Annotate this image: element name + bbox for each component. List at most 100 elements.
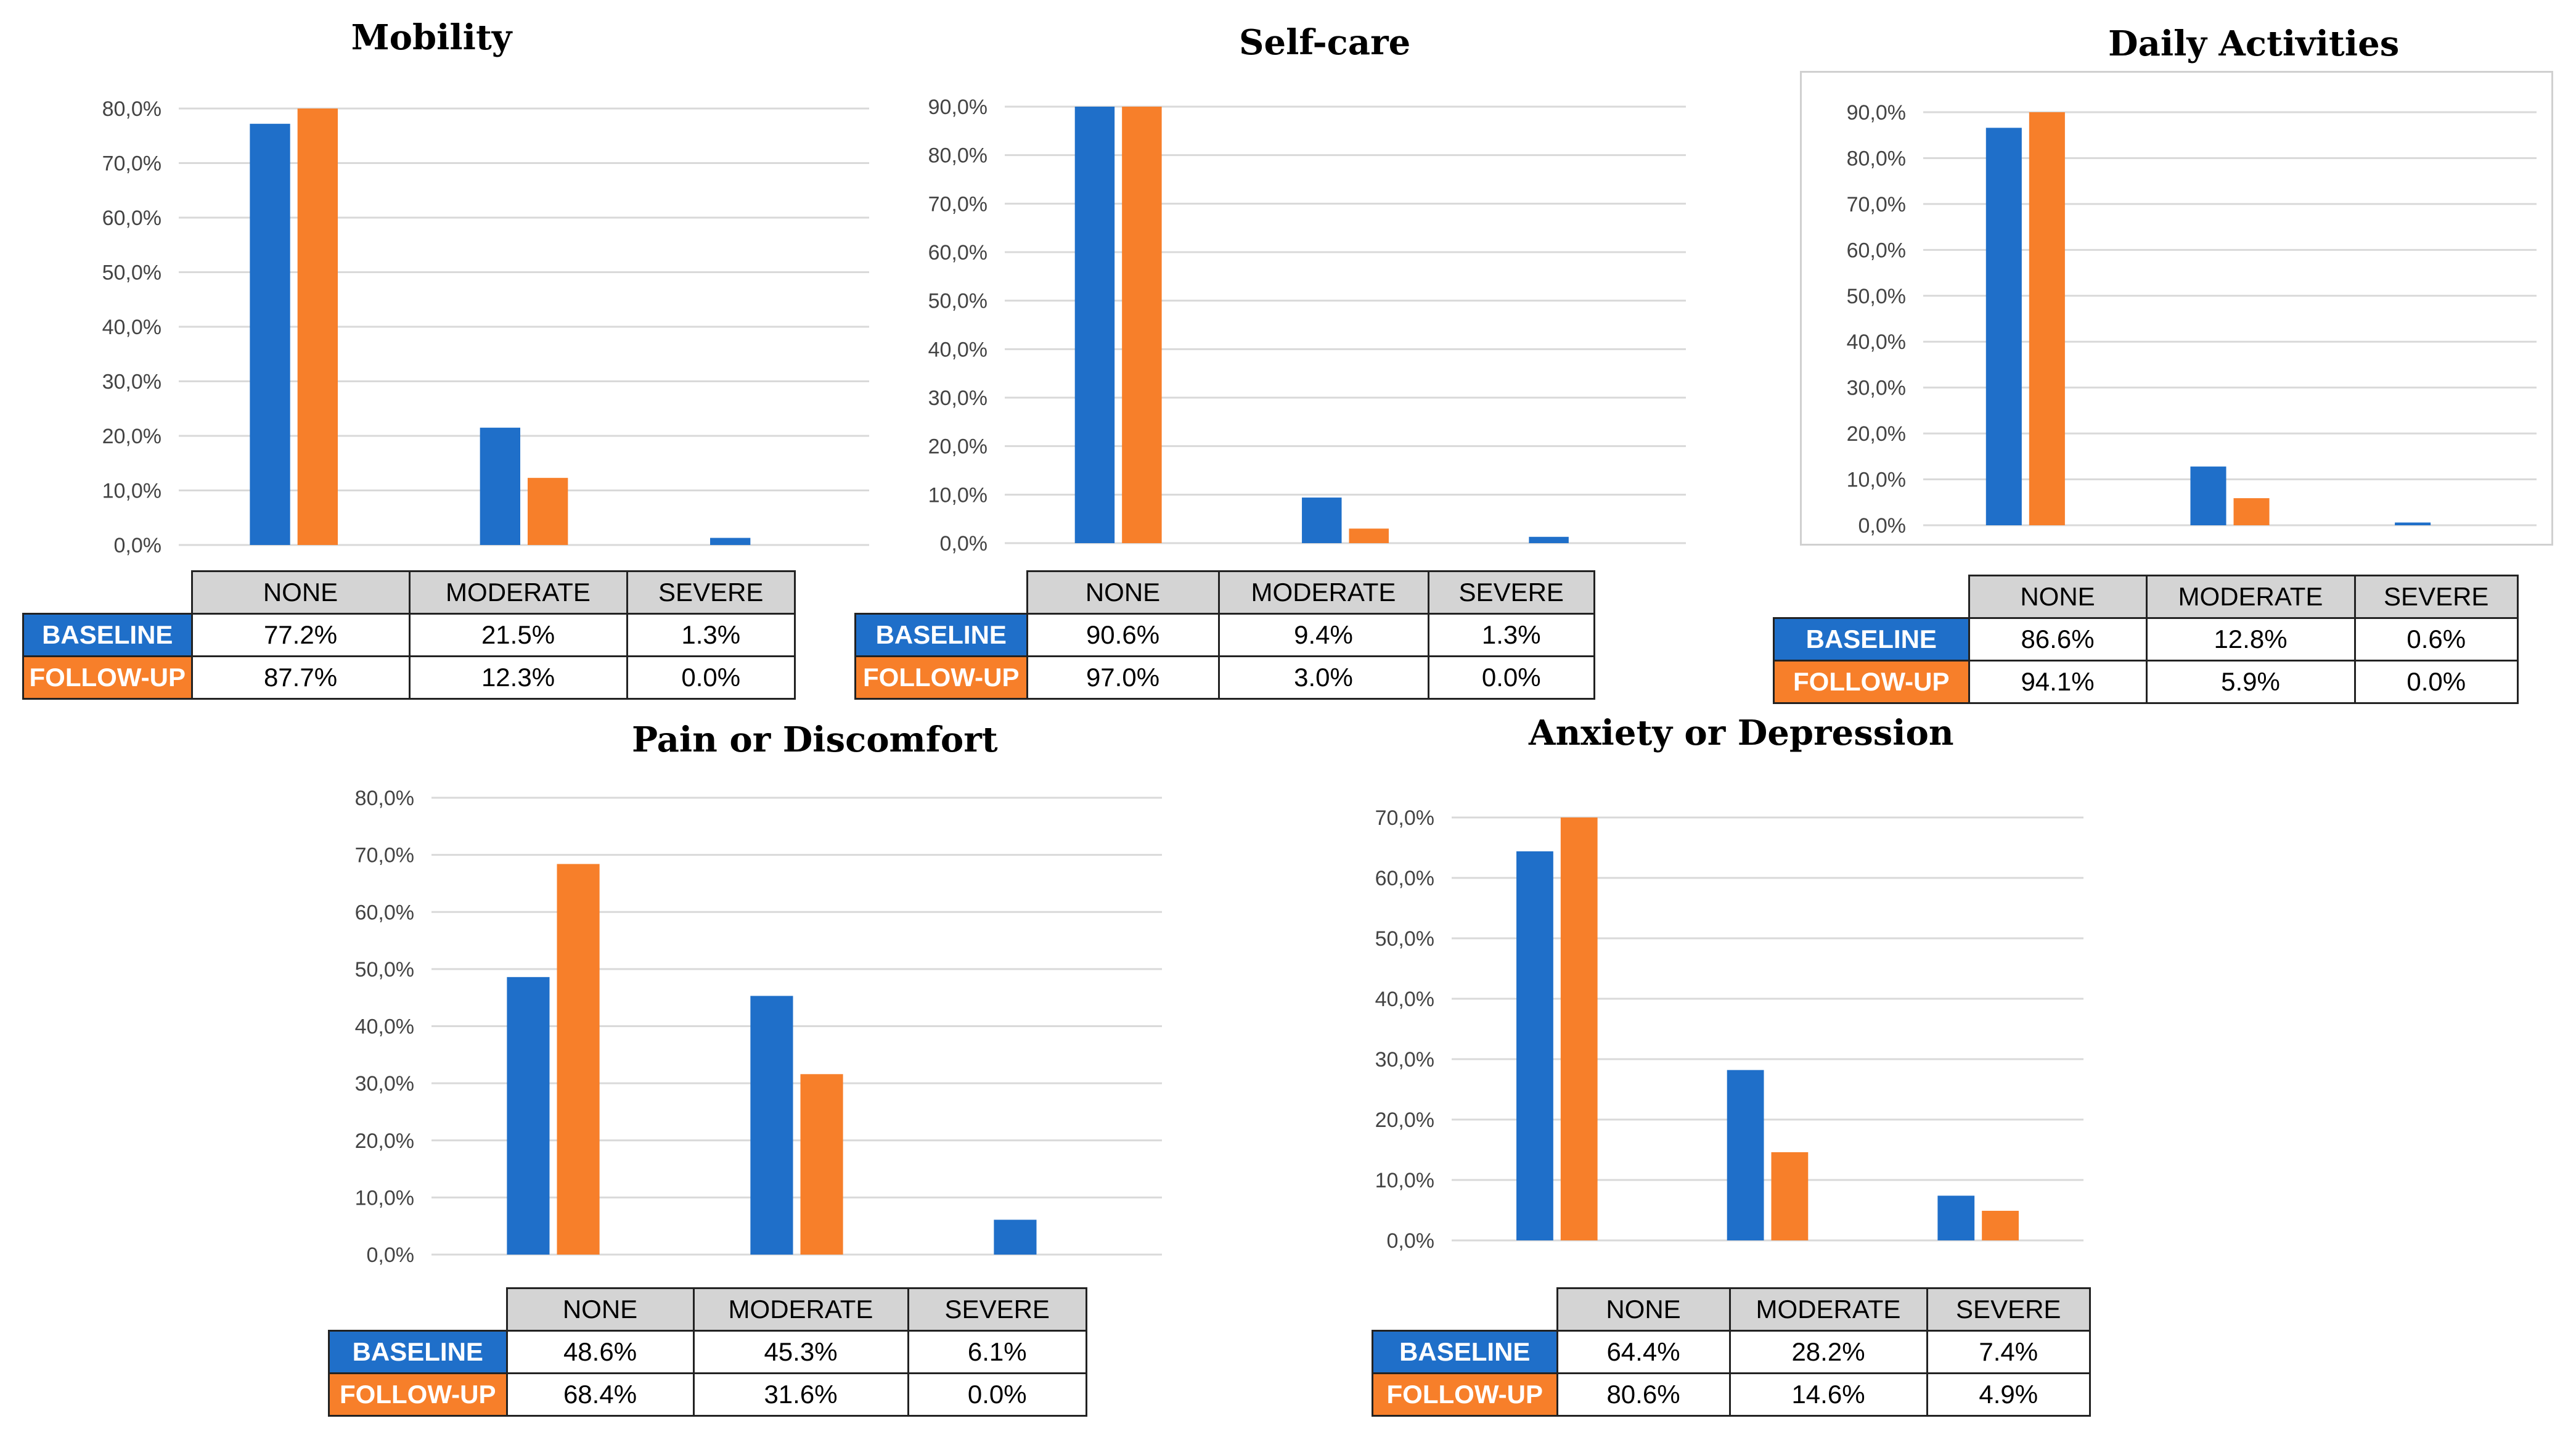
table-header-moderate: MODERATE [1217,570,1429,615]
table-cell: 68.4% [505,1372,695,1417]
bar-baseline [1074,107,1115,543]
table-row-followup: FOLLOW-UP 68.4% 31.6% 0.0% [328,1372,1087,1417]
table-row-followup: FOLLOW-UP 87.7% 12.3% 0.0% [22,655,796,700]
bar-baseline [480,427,520,545]
y-tick-label: 70,0% [928,192,987,216]
table-cell: 7.4% [1926,1330,2091,1374]
bar-followup [2233,498,2270,525]
y-tick-label: 10,0% [928,483,987,507]
table-header-none: NONE [190,570,411,615]
y-tick-label: 40,0% [355,1015,414,1039]
bar-baseline [2395,522,2431,525]
y-tick-label: 40,0% [928,338,987,361]
y-tick-label: 60,0% [1847,239,1906,262]
table-cell: 0.0% [907,1372,1087,1417]
table-cell: 14.6% [1728,1372,1928,1417]
y-tick-label: 30,0% [1375,1048,1434,1071]
y-tick-label: 0,0% [940,532,988,555]
table-cell: 90.6% [1026,613,1220,657]
chart-title: Mobility [351,17,512,58]
y-tick-label: 40,0% [1375,988,1434,1011]
table-header-none: NONE [1556,1287,1731,1332]
chart-title: Anxiety or Depression [1529,713,1954,753]
table-header-severe: SEVERE [1427,570,1595,615]
y-tick-label: 60,0% [355,901,414,924]
bar-followup [297,109,338,545]
chart-plot: 0,0% 10,0% 20,0% 30,0% 40,0% 50,0% 60,0% 70,0% [1375,806,2083,1253]
y-tick-label: 30,0% [102,371,162,394]
legend-baseline: BASELINE [854,613,1028,657]
legend-baseline: BASELINE [22,613,193,657]
bar-baseline [750,996,793,1255]
y-tick-label: 10,0% [1375,1169,1434,1192]
table-cell: 4.9% [1926,1372,2091,1417]
legend-followup: FOLLOW-UP [328,1372,508,1417]
chart-panel-pain-discomfort: Pain or Discomfort 0,0% 10,0% 20,0% 30,0% 40… [321,715,1184,1442]
chart-plot: 0,0% 10,0% 20,0% 30,0% 40,0% 50,0% 60,0% 70,0% 8… [928,96,1686,555]
bar-followup [528,478,568,545]
table-corner [329,1288,507,1331]
bar-baseline [250,123,290,545]
table-row-followup: FOLLOW-UP 80.6% 14.6% 4.9% [1372,1372,2091,1417]
table-cell: 1.3% [1427,613,1595,657]
table-header-none: NONE [505,1287,695,1332]
table-cell: 0.0% [1427,655,1595,700]
table-header-moderate: MODERATE [1728,1287,1928,1332]
bar-followup [800,1074,843,1255]
chart-plot: 0,0% 10,0% 20,0% 30,0% 40,0% 50,0% 60,0% 70,0% 8… [102,97,869,557]
legend-baseline: BASELINE [1773,617,1970,662]
table-header-severe: SEVERE [1926,1287,2091,1332]
y-tick-label: 20,0% [928,435,987,459]
y-tick-label: 30,0% [1847,377,1906,400]
table-header-row: NONE MODERATE SEVERE [1774,575,2519,619]
data-table: NONE MODERATE SEVERE BASELINE 48.6% 45.3… [328,1287,1087,1417]
table-cell: 64.4% [1556,1330,1731,1374]
chart-plot: 0,0% 10,0% 20,0% 30,0% 40,0% 50,0% 60,0% 70,0% 8… [355,787,1162,1267]
bar-baseline [710,538,751,545]
table-header-row: NONE MODERATE SEVERE [329,1287,1087,1332]
bar-followup [1122,107,1162,543]
legend-followup: FOLLOW-UP [1773,660,1970,704]
y-tick-label: 80,0% [928,144,987,168]
bar-followup [2029,112,2065,525]
y-tick-label: 0,0% [114,534,162,557]
y-tick-label: 40,0% [102,316,162,339]
y-tick-label: 20,0% [102,425,162,448]
chart-title: Self-care [1239,22,1411,63]
y-tick-label: 60,0% [928,241,987,264]
table-cell: 86.6% [1968,617,2148,662]
y-tick-label: 80,0% [1847,147,1906,170]
table-row-baseline: BASELINE 77.2% 21.5% 1.3% [22,613,796,657]
bar-baseline [2190,466,2226,525]
bar-followup [1771,1152,1809,1240]
bar-baseline [1302,498,1342,543]
table-cell: 77.2% [190,613,411,657]
bar-baseline [1985,128,2022,526]
y-tick-label: 50,0% [1375,927,1434,951]
chart-title: Daily Activities [2108,23,2400,64]
table-cell: 0.0% [626,655,796,700]
legend-followup: FOLLOW-UP [1372,1372,1558,1417]
bar-followup [1349,528,1389,543]
bar-baseline [994,1219,1037,1255]
y-tick-label: 90,0% [928,96,987,119]
bar-baseline [1727,1070,1764,1240]
table-corner [1774,576,1969,618]
table-header-moderate: MODERATE [408,570,628,615]
table-cell: 9.4% [1217,613,1429,657]
table-header-none: NONE [1026,570,1220,615]
y-tick-label: 40,0% [1847,330,1906,354]
table-cell: 80.6% [1556,1372,1731,1417]
y-tick-label: 0,0% [1387,1229,1435,1253]
data-table: NONE MODERATE SEVERE BASELINE 86.6% 12.8… [1773,575,2519,704]
y-tick-label: 70,0% [1847,193,1906,216]
y-tick-label: 60,0% [102,207,162,230]
table-cell: 12.8% [2145,617,2356,662]
legend-followup: FOLLOW-UP [22,655,193,700]
bar-baseline [1529,536,1569,543]
y-tick-label: 10,0% [1847,469,1906,492]
table-row-baseline: BASELINE 48.6% 45.3% 6.1% [328,1330,1087,1374]
chart-plot: 0,0% 10,0% 20,0% 30,0% 40,0% 50,0% 60,0% 70,0% 8… [1847,101,2537,538]
y-tick-label: 70,0% [102,152,162,176]
y-tick-label: 10,0% [102,480,162,503]
